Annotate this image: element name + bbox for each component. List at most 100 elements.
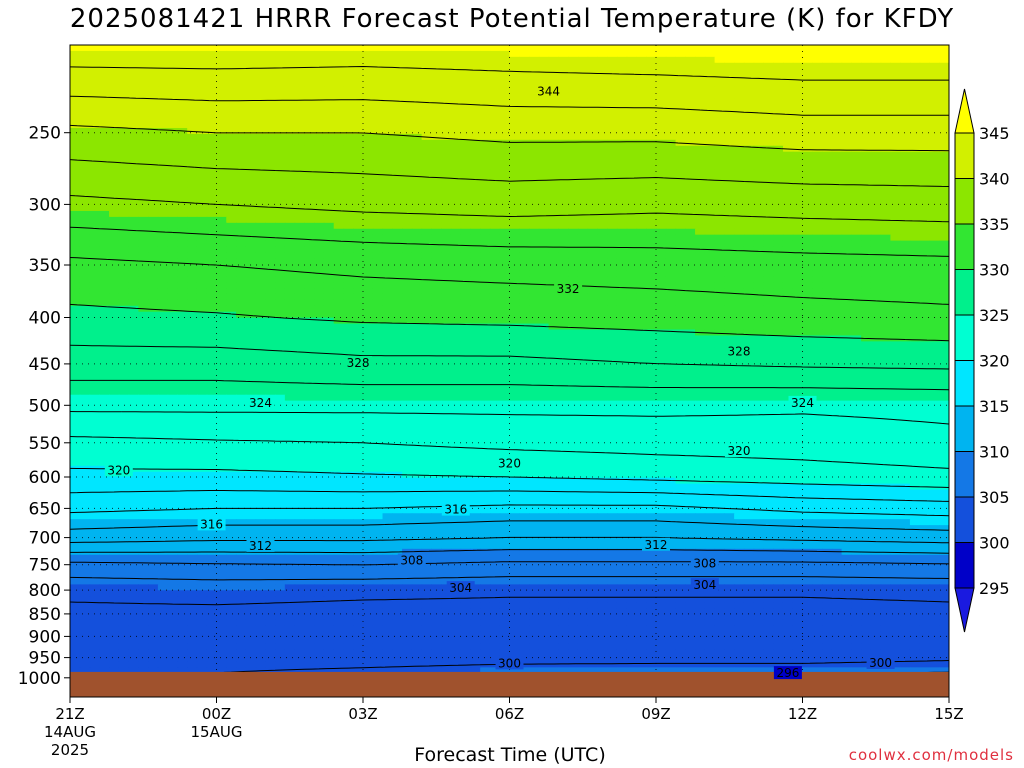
theta-cell [597, 359, 608, 366]
theta-cell [470, 45, 481, 52]
theta-cell [128, 110, 139, 117]
theta-cell [802, 133, 813, 141]
theta-cell [597, 234, 608, 242]
theta-cell [314, 157, 325, 165]
theta-cell [509, 305, 520, 313]
theta-cell [538, 80, 550, 88]
theta-cell [519, 116, 530, 123]
theta-cell [734, 288, 745, 295]
theta-cell [167, 163, 179, 171]
theta-cell [99, 199, 110, 206]
theta-cell [841, 264, 852, 271]
theta-cell [841, 311, 852, 319]
theta-cell [177, 246, 188, 254]
theta-cell [656, 175, 667, 182]
theta-cell [548, 341, 559, 348]
theta-cell [734, 92, 745, 99]
theta-cell [499, 270, 511, 277]
theta-cell [597, 133, 608, 141]
theta-cell [763, 86, 774, 94]
theta-cell [636, 145, 647, 153]
theta-cell [734, 133, 745, 141]
theta-cell [196, 216, 208, 224]
theta-cell [314, 234, 325, 242]
theta-cell [626, 187, 638, 194]
theta-cell [363, 86, 374, 94]
theta-cell [177, 299, 188, 307]
theta-cell [216, 145, 227, 153]
theta-cell [587, 323, 598, 331]
theta-cell [294, 175, 305, 182]
theta-cell [294, 193, 305, 200]
theta-cell [70, 193, 81, 200]
theta-cell [499, 181, 511, 188]
theta-cell [597, 122, 608, 129]
theta-cell [441, 193, 452, 200]
theta-cell [773, 163, 784, 171]
theta-cell [89, 329, 100, 337]
theta-cell [470, 299, 481, 307]
theta-cell [275, 205, 286, 212]
theta-cell [558, 133, 569, 141]
theta-cell [128, 317, 139, 325]
theta-cell [265, 133, 276, 141]
theta-cell [99, 210, 110, 218]
theta-cell [255, 258, 266, 265]
theta-cell [265, 181, 276, 188]
theta-cell [226, 110, 237, 117]
theta-cell [196, 139, 208, 147]
theta-cell [489, 50, 501, 58]
theta-cell [382, 110, 393, 117]
theta-cell [792, 62, 804, 70]
theta-cell [636, 187, 647, 194]
theta-cell [558, 68, 569, 76]
theta-cell [753, 110, 765, 117]
theta-cell [118, 145, 130, 153]
theta-cell [343, 216, 354, 224]
theta-cell [89, 305, 100, 313]
theta-cell [909, 151, 921, 159]
theta-cell [812, 311, 823, 319]
theta-cell [909, 347, 921, 354]
theta-cell [577, 305, 589, 313]
theta-cell [245, 240, 257, 248]
theta-cell [157, 163, 169, 171]
theta-cell [900, 122, 911, 129]
theta-cell [802, 288, 813, 295]
theta-cell [773, 228, 784, 236]
theta-cell [99, 365, 110, 372]
theta-cell [851, 68, 862, 76]
theta-cell [743, 264, 755, 271]
theta-cell [890, 50, 901, 58]
theta-cell [665, 276, 677, 283]
theta-cell [802, 127, 813, 135]
theta-cell [118, 353, 130, 360]
theta-cell [626, 122, 638, 129]
theta-cell [216, 169, 227, 176]
theta-cell [626, 80, 638, 88]
theta-cell [206, 139, 218, 147]
theta-cell [323, 264, 335, 271]
theta-cell [939, 104, 949, 111]
theta-cell [255, 299, 266, 307]
theta-cell [919, 139, 931, 147]
theta-cell [939, 305, 949, 313]
theta-cell [460, 288, 472, 295]
theta-cell [363, 335, 374, 342]
theta-cell [343, 311, 354, 319]
theta-cell [939, 264, 949, 271]
theta-cell [304, 270, 315, 277]
theta-cell [841, 258, 852, 265]
theta-cell [880, 92, 891, 99]
theta-cell [919, 353, 931, 360]
theta-cell [70, 133, 81, 141]
theta-cell [196, 157, 208, 165]
theta-cell [685, 234, 696, 242]
theta-cell [245, 139, 257, 147]
theta-cell [665, 240, 677, 248]
theta-cell [177, 222, 188, 230]
theta-cell [411, 56, 423, 64]
theta-cell [656, 282, 667, 289]
theta-cell [880, 62, 891, 70]
theta-cell [441, 50, 452, 58]
